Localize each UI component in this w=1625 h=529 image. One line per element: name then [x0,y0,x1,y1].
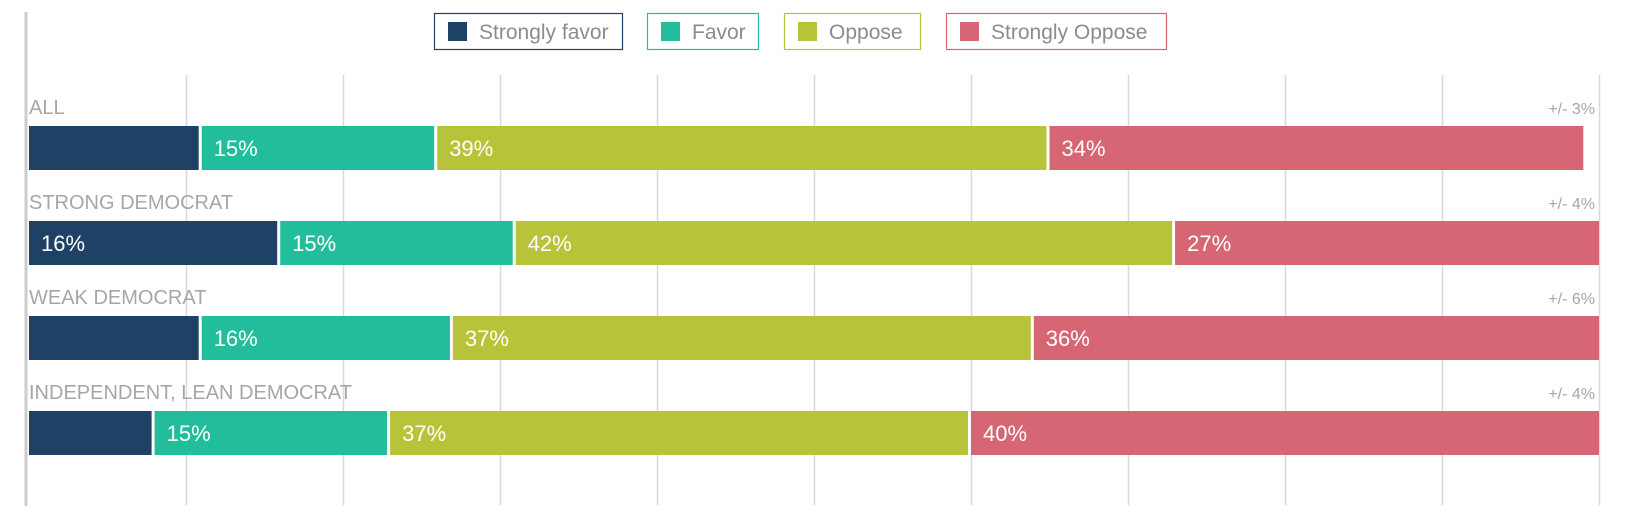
legend-swatch [960,22,979,41]
margin-of-error: +/- 4% [1548,196,1595,213]
legend-item[interactable]: Strongly Oppose [945,12,1168,51]
bar-row: WEAK DEMOCRAT +/- 6% 16% 37% 36% [29,287,1599,360]
bar-value-label: 37% [402,421,446,446]
bar-segment [515,221,1173,265]
category-label: STRONG DEMOCRAT [29,192,233,214]
bar-value-label: 36% [1046,326,1090,351]
bar-segment [452,316,1031,360]
bar-value-label: 15% [167,421,211,446]
bar-value-label: 39% [449,136,493,161]
legend-swatch [448,22,467,41]
bar-value-label: 16% [41,231,85,256]
bar-value-label: 27% [1187,231,1231,256]
category-label: INDEPENDENT, LEAN DEMOCRAT [29,382,352,404]
margin-of-error: +/- 6% [1548,291,1595,308]
bar-segment [201,126,435,170]
bar-segment [1175,221,1599,265]
legend-label: Favor [692,21,746,44]
margin-of-error: +/- 4% [1548,386,1595,403]
bar-segment [29,126,199,170]
bar-segment [280,221,513,265]
bar-row: ALL +/- 3% 15% 39% 34% [29,97,1595,170]
bar-row: INDEPENDENT, LEAN DEMOCRAT +/- 4% 15% 37% 40… [29,382,1599,455]
bar-value-label: 34% [1062,136,1106,161]
margin-of-error: +/- 3% [1548,101,1595,118]
legend-label: Strongly favor [479,21,609,44]
bar-segment [29,221,278,265]
legend-item[interactable]: Oppose [783,12,922,51]
category-label: WEAK DEMOCRAT [29,287,206,309]
legend: Strongly favor Favor Oppose Strongly Oppose [433,12,1168,51]
legend-item-border [945,12,1168,51]
bar-segment [201,316,450,360]
bar-segment [437,126,1047,170]
legend-swatch [798,22,817,41]
bars: ALL +/- 3% 15% 39% 34% STRONG DEMOCRAT +/- 4% 1… [29,97,1599,455]
legend-label: Oppose [829,21,903,44]
legend-item[interactable]: Favor [646,12,760,51]
category-label: ALL [29,97,65,119]
bar-segment [1033,316,1599,360]
bar-segment [29,411,152,455]
bar-row: STRONG DEMOCRAT +/- 4% 16% 15% 42% 27% [29,192,1599,265]
bar-value-label: 15% [292,231,336,256]
bar-segment [1049,126,1584,170]
bar-segment [390,411,969,455]
legend-swatch [661,22,680,41]
bar-value-label: 40% [983,421,1027,446]
bar-segment [154,411,388,455]
legend-label: Strongly Oppose [991,21,1147,44]
bar-value-label: 42% [528,231,572,256]
legend-item[interactable]: Strongly favor [433,12,624,51]
bar-value-label: 37% [465,326,509,351]
bar-segment [29,316,199,360]
bar-value-label: 16% [214,326,258,351]
bar-segment [971,411,1599,455]
bar-value-label: 15% [214,136,258,161]
